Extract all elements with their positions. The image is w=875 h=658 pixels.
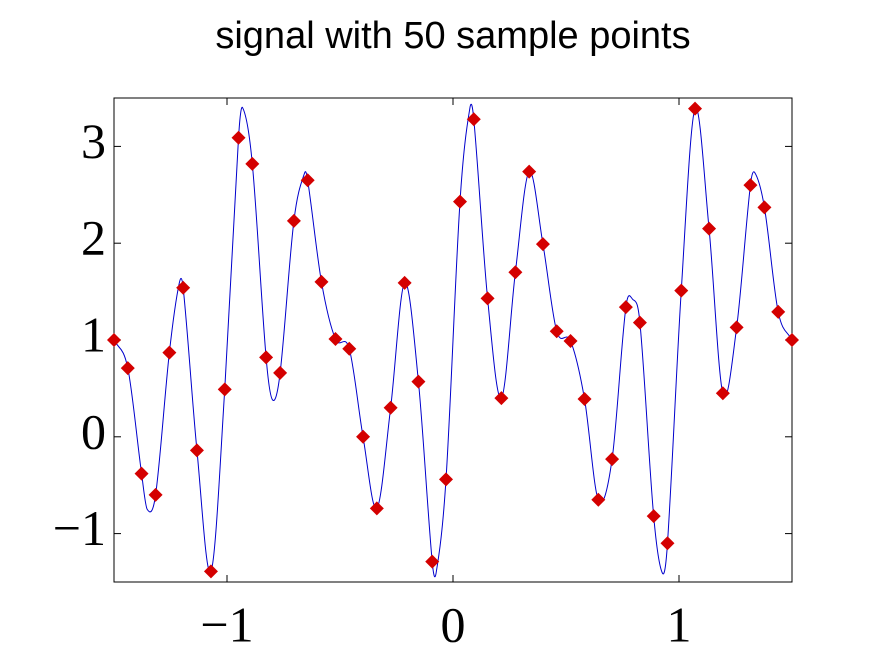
sample-point — [632, 315, 647, 330]
sample-point — [577, 392, 592, 407]
sample-point — [660, 536, 675, 551]
y-tick-label: −1 — [53, 500, 106, 556]
sample-point — [466, 112, 481, 127]
sample-point — [286, 213, 301, 228]
sample-point — [411, 374, 426, 389]
signal-line — [113, 103, 793, 578]
chart-title: signal with 50 sample points — [215, 15, 690, 57]
sample-point — [120, 361, 135, 376]
sample-point — [356, 429, 371, 444]
sample-point — [259, 350, 274, 365]
sample-point — [453, 194, 468, 209]
sample-point — [383, 400, 398, 415]
sample-point — [508, 265, 523, 280]
sample-point — [494, 391, 509, 406]
sample-point — [702, 221, 717, 236]
x-tick-label: 0 — [441, 596, 466, 652]
sample-point — [189, 443, 204, 458]
y-tick-label: 3 — [81, 113, 106, 169]
sample-point — [535, 237, 550, 252]
sample-point — [729, 320, 744, 335]
sample-point — [688, 101, 703, 116]
sample-point — [591, 492, 606, 507]
sample-point — [757, 200, 772, 215]
sample-point — [245, 156, 260, 171]
sample-point — [134, 466, 149, 481]
sample-point — [618, 300, 633, 315]
sample-point — [148, 487, 163, 502]
sample-point — [203, 564, 218, 579]
sample-point — [425, 554, 440, 569]
sample-point — [605, 452, 620, 467]
sample-point — [563, 333, 578, 348]
sample-point — [522, 164, 537, 179]
sample-point — [342, 341, 357, 356]
sample-point — [107, 333, 121, 347]
sample-point — [549, 324, 564, 339]
y-tick-label: 0 — [81, 403, 106, 459]
sample-point — [674, 283, 689, 298]
sample-point — [369, 501, 384, 516]
sample-point — [438, 472, 453, 487]
x-tick-label: 1 — [667, 596, 692, 652]
sample-point — [300, 173, 315, 188]
sample-point — [771, 304, 786, 319]
sample-point — [273, 365, 288, 380]
y-tick-label: 1 — [81, 306, 106, 362]
x-tick-label: −1 — [200, 596, 253, 652]
sample-point — [162, 345, 177, 360]
sample-point — [397, 275, 412, 290]
sample-point — [176, 280, 191, 295]
sample-point — [231, 130, 246, 145]
sample-point — [314, 274, 329, 289]
sample-point — [480, 291, 495, 306]
sample-point — [743, 178, 758, 193]
sample-point — [217, 382, 232, 397]
sample-point — [785, 333, 799, 347]
sample-point — [328, 332, 343, 347]
sample-point — [646, 509, 661, 524]
y-tick-label: 2 — [81, 210, 106, 266]
sample-point — [715, 386, 730, 401]
